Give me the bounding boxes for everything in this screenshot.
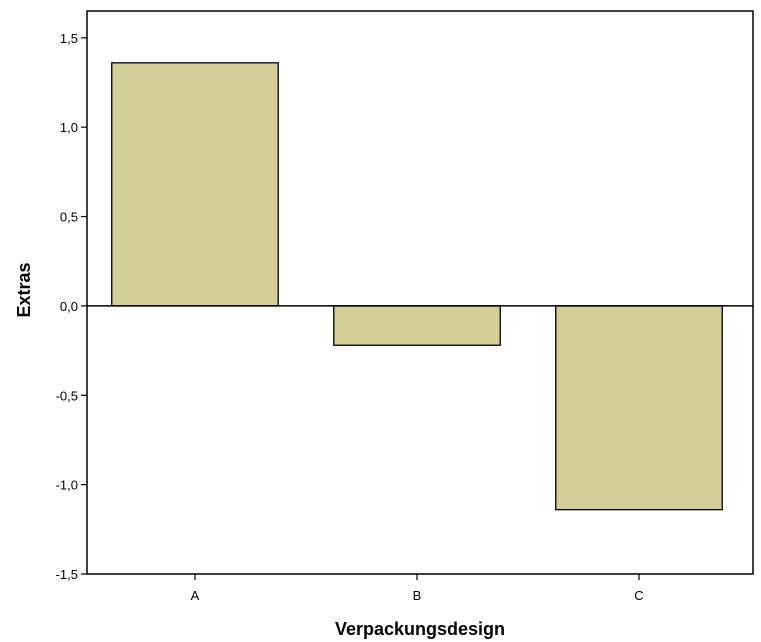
x-tick-label: B <box>413 588 422 603</box>
x-tick-label: A <box>191 588 200 603</box>
y-axis-title: Extras <box>14 262 34 317</box>
y-axis-ticks: -1,5 -1,0 -0,5 0,0 0,5 1,0 1,5 <box>56 31 87 582</box>
x-axis-title: Verpackungsdesign <box>335 619 505 639</box>
y-tick-label: 1,5 <box>60 31 78 46</box>
y-tick-label: 0,0 <box>60 299 78 314</box>
y-tick-label: -1,5 <box>56 567 78 582</box>
bar-a <box>111 62 279 307</box>
y-tick-label: 1,0 <box>60 120 78 135</box>
y-tick-label: -1,0 <box>56 478 78 493</box>
bars <box>111 62 723 511</box>
y-tick-label: -0,5 <box>56 388 78 403</box>
bar-b <box>333 305 501 346</box>
x-axis-ticks: A B C <box>191 574 644 603</box>
x-tick-label: C <box>634 588 643 603</box>
y-tick-label: 0,5 <box>60 210 78 225</box>
plot-frame <box>86 10 754 575</box>
bar-c <box>555 305 723 511</box>
